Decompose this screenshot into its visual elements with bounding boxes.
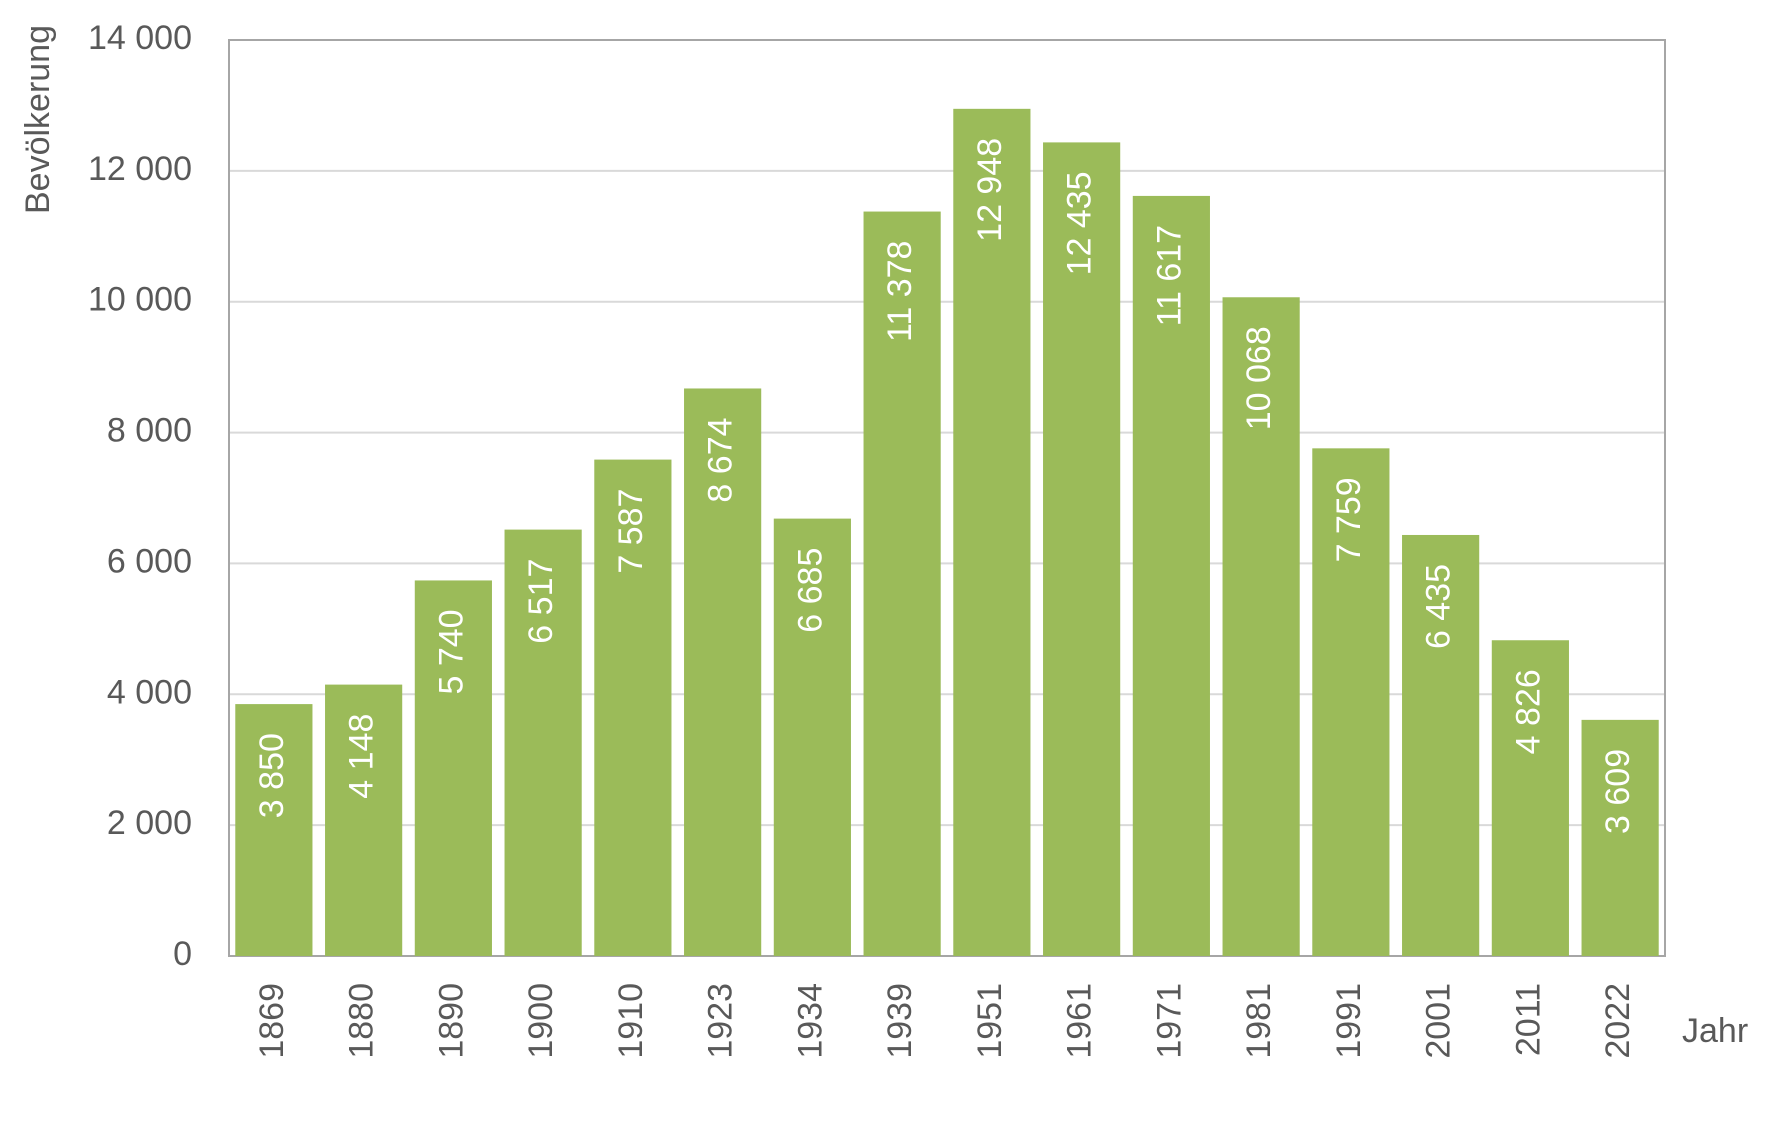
bar: [1581, 719, 1659, 956]
value-label: 7 587: [612, 489, 650, 574]
value-label: 10 068: [1240, 326, 1278, 430]
plot-border: [228, 39, 1666, 957]
bar: [504, 529, 582, 956]
x-tick-label: 1951: [971, 983, 1009, 1059]
x-tick-label: 2022: [1599, 983, 1637, 1059]
x-tick-label: 1890: [432, 983, 470, 1059]
x-tick-label: 1981: [1240, 983, 1278, 1059]
value-label: 11 617: [1150, 225, 1188, 326]
bar: [773, 518, 851, 956]
bar: [1402, 534, 1480, 956]
y-axis-label: Bevölkerung: [19, 25, 57, 214]
bar: [235, 704, 313, 956]
bar: [594, 459, 672, 956]
value-label: 3 850: [253, 733, 291, 818]
value-label: 8 674: [702, 417, 740, 502]
x-tick-label: 1900: [522, 983, 560, 1059]
value-label: 3 609: [1599, 749, 1637, 834]
value-label: 12 435: [1061, 171, 1099, 275]
value-label: 12 948: [971, 138, 1009, 242]
value-label: 6 435: [1420, 564, 1458, 649]
x-tick-label: 2011: [1509, 983, 1547, 1056]
bar: [1132, 195, 1210, 957]
value-label: 6 685: [791, 548, 829, 633]
bar: [863, 211, 941, 956]
y-tick-label: 10 000: [88, 281, 192, 319]
x-tick-label: 1910: [612, 983, 650, 1059]
y-tick-label: 8 000: [107, 412, 192, 450]
y-tick-label: 0: [173, 935, 192, 973]
bar: [1312, 448, 1390, 956]
value-label: 11 378: [881, 241, 919, 342]
x-tick-label: 1971: [1150, 983, 1188, 1059]
y-tick-label: 4 000: [107, 673, 192, 711]
y-tick-label: 6 000: [107, 542, 192, 580]
x-tick-label: 1934: [791, 983, 829, 1059]
bar: [953, 108, 1031, 956]
y-tick-label: 14 000: [88, 19, 192, 57]
x-tick-label: 1923: [702, 983, 740, 1059]
value-label: 5 740: [432, 609, 470, 694]
bar: [325, 684, 403, 956]
x-tick-label: 1880: [343, 983, 381, 1059]
value-label: 4 148: [343, 714, 381, 799]
y-tick-label: 12 000: [88, 150, 192, 188]
value-label: 4 826: [1509, 669, 1547, 754]
x-tick-label: 2001: [1420, 983, 1458, 1059]
x-tick-label: 1961: [1061, 983, 1099, 1059]
bar: [684, 388, 762, 957]
x-axis-label: Jahr: [1682, 1012, 1748, 1050]
bar: [414, 580, 492, 956]
y-tick-label: 2 000: [107, 804, 192, 842]
value-label: 6 517: [522, 559, 560, 644]
x-tick-label: 1939: [881, 983, 919, 1059]
bar: [1043, 142, 1121, 956]
x-tick-label: 1991: [1330, 983, 1368, 1059]
x-tick-label: 1869: [253, 983, 291, 1059]
value-label: 7 759: [1330, 477, 1368, 562]
bar: [1222, 297, 1300, 956]
bar: [1491, 640, 1569, 956]
